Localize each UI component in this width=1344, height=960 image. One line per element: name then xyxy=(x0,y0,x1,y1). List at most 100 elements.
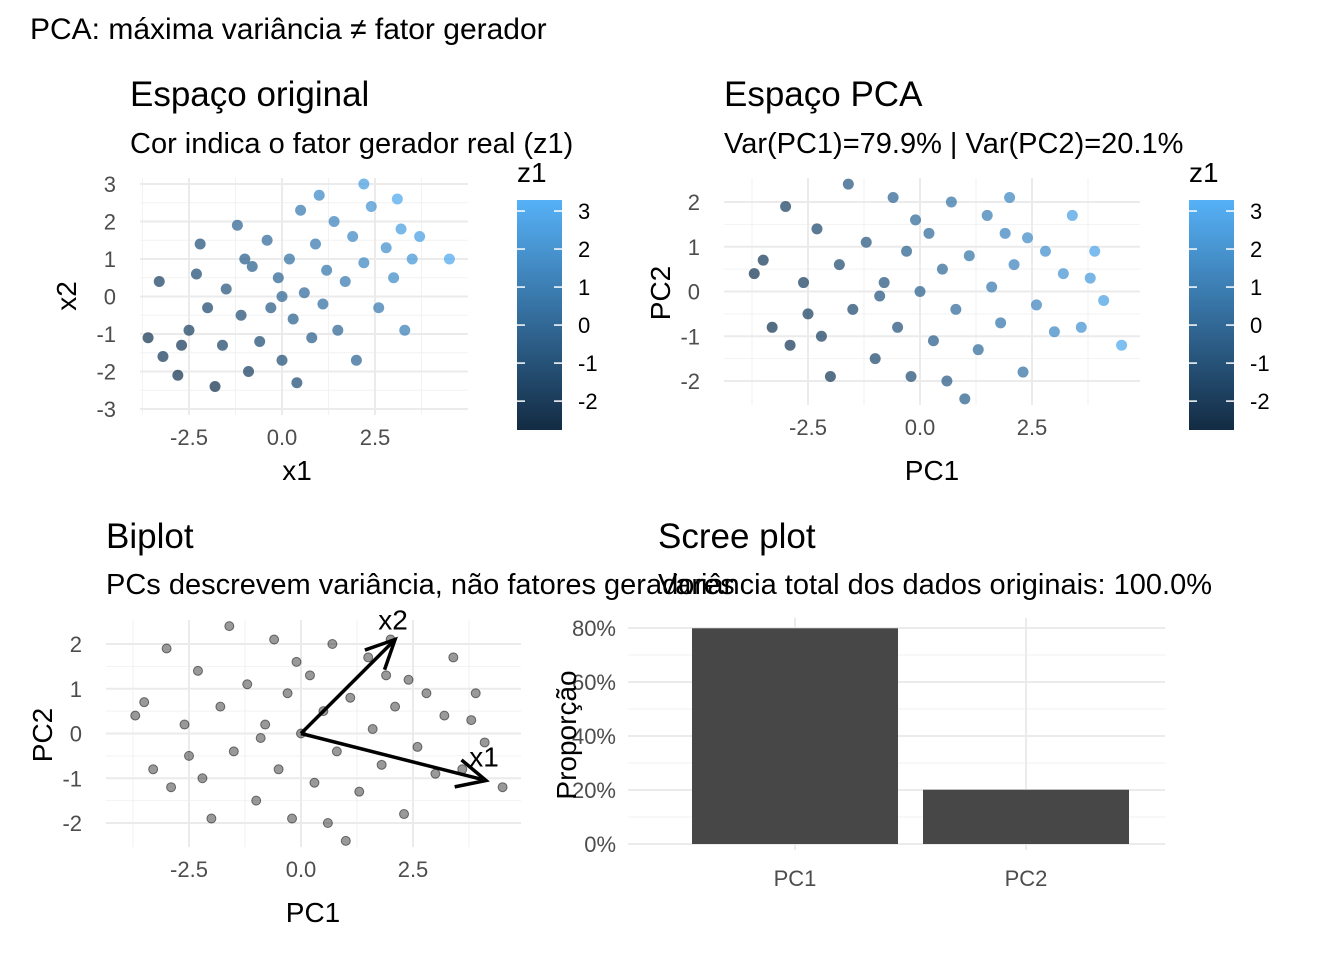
y-axis-label: PC2 xyxy=(27,708,58,762)
data-point xyxy=(243,366,255,377)
data-point xyxy=(224,621,235,632)
data-point xyxy=(399,324,411,336)
data-point xyxy=(322,818,333,828)
data-point xyxy=(228,746,239,757)
data-point xyxy=(172,369,184,381)
bar xyxy=(692,628,898,844)
data-point xyxy=(283,253,295,265)
colorbar-label: 3 xyxy=(578,199,590,224)
data-point xyxy=(354,786,365,797)
data-point xyxy=(887,192,899,204)
x-axis-label: x1 xyxy=(282,455,312,486)
plot-area: -2.5 0.0 2.5 -2 -1 0 1 2 PC1 PC2 x1 x2 xyxy=(27,605,521,928)
data-point xyxy=(328,216,340,227)
x-tick-label: 0.0 xyxy=(905,415,936,440)
data-point xyxy=(1017,366,1029,378)
data-point xyxy=(748,268,760,280)
data-point xyxy=(390,701,401,712)
data-point xyxy=(395,223,407,235)
data-point xyxy=(923,227,935,239)
data-point xyxy=(340,835,351,846)
data-point xyxy=(905,371,917,383)
data-point xyxy=(421,688,432,699)
data-point xyxy=(927,335,939,347)
plot-area: -2.5 0.0 2.5 -2 -1 0 1 2 PC1 PC2 z1 3 2 1 0 -1 -2 xyxy=(645,157,1270,486)
panel-subtitle: Var(PC1)=79.9% | Var(PC2)=20.1% xyxy=(724,128,1183,160)
y-tick-label: -2 xyxy=(62,811,82,836)
data-point xyxy=(406,253,418,265)
data-point xyxy=(216,339,228,351)
data-point xyxy=(161,643,172,654)
data-point xyxy=(1089,245,1101,257)
data-point xyxy=(1116,339,1128,351)
data-point xyxy=(963,250,975,262)
data-point xyxy=(842,178,854,190)
data-point xyxy=(936,263,948,275)
x-tick-label: PC2 xyxy=(1005,866,1048,891)
colorbar-label: -2 xyxy=(1250,389,1270,414)
data-point xyxy=(291,656,302,667)
data-point xyxy=(757,254,769,266)
data-point xyxy=(254,336,266,347)
y-tick-label: 1 xyxy=(104,247,116,272)
data-point xyxy=(811,223,823,235)
data-point xyxy=(239,253,251,265)
data-point xyxy=(358,178,370,190)
data-point xyxy=(269,634,280,645)
data-point xyxy=(202,302,214,314)
x-tick-label: 2.5 xyxy=(398,857,429,882)
x-tick-label: 0.0 xyxy=(286,857,317,882)
data-point xyxy=(412,741,423,752)
data-point xyxy=(321,264,333,276)
data-point xyxy=(1008,259,1020,271)
x-tick-label: PC1 xyxy=(774,866,817,891)
data-point xyxy=(251,795,262,806)
data-point xyxy=(282,688,293,699)
colorbar-label: -1 xyxy=(1250,351,1270,376)
data-point xyxy=(194,238,206,250)
data-point xyxy=(999,227,1011,239)
y-tick-label: 20% xyxy=(572,778,616,803)
data-point xyxy=(466,715,477,726)
data-point xyxy=(273,764,284,775)
colorbar xyxy=(517,200,562,430)
legend-title: z1 xyxy=(1189,157,1219,188)
data-point xyxy=(802,308,814,320)
data-point xyxy=(439,710,450,721)
data-point xyxy=(399,809,410,820)
data-point xyxy=(166,782,177,793)
plot-area: -2.5 0.0 2.5 -3 -2 -1 0 1 2 3 x1 x2 z1 3 2 1 0 -1 -2 xyxy=(51,157,598,486)
data-point xyxy=(381,670,392,681)
data-point xyxy=(220,283,232,295)
data-point xyxy=(430,768,441,779)
colorbar-label: 0 xyxy=(578,313,590,338)
data-point xyxy=(403,674,414,685)
data-point xyxy=(824,371,836,383)
data-point xyxy=(197,773,208,784)
y-tick-label: 1 xyxy=(688,235,700,260)
y-tick-label: 0% xyxy=(584,832,616,857)
data-point xyxy=(276,354,288,366)
arrowhead xyxy=(454,758,490,789)
x-tick-label: -2.5 xyxy=(789,415,827,440)
data-point xyxy=(847,303,859,315)
data-point xyxy=(945,196,957,208)
y-tick-label: -1 xyxy=(680,324,700,349)
data-point xyxy=(358,257,370,269)
data-point xyxy=(1030,299,1042,311)
data-point xyxy=(766,321,778,333)
data-point xyxy=(950,303,962,315)
data-point xyxy=(910,214,922,226)
panel-title: Espaço original xyxy=(130,75,369,114)
x-tick-label: 2.5 xyxy=(1017,415,1048,440)
y-tick-label: 40% xyxy=(572,724,616,749)
data-point xyxy=(242,679,253,690)
data-point xyxy=(860,236,872,248)
colorbar-label: 0 xyxy=(1250,313,1262,338)
data-point xyxy=(995,317,1007,329)
data-point xyxy=(363,652,374,663)
panel-subtitle: Variância total dos dados originais: 100… xyxy=(658,569,1212,601)
data-point xyxy=(914,286,926,297)
data-point xyxy=(901,245,913,257)
plot-area: 0% 20% 40% 60% 80% PC1 PC2 Proporção xyxy=(551,616,1165,891)
